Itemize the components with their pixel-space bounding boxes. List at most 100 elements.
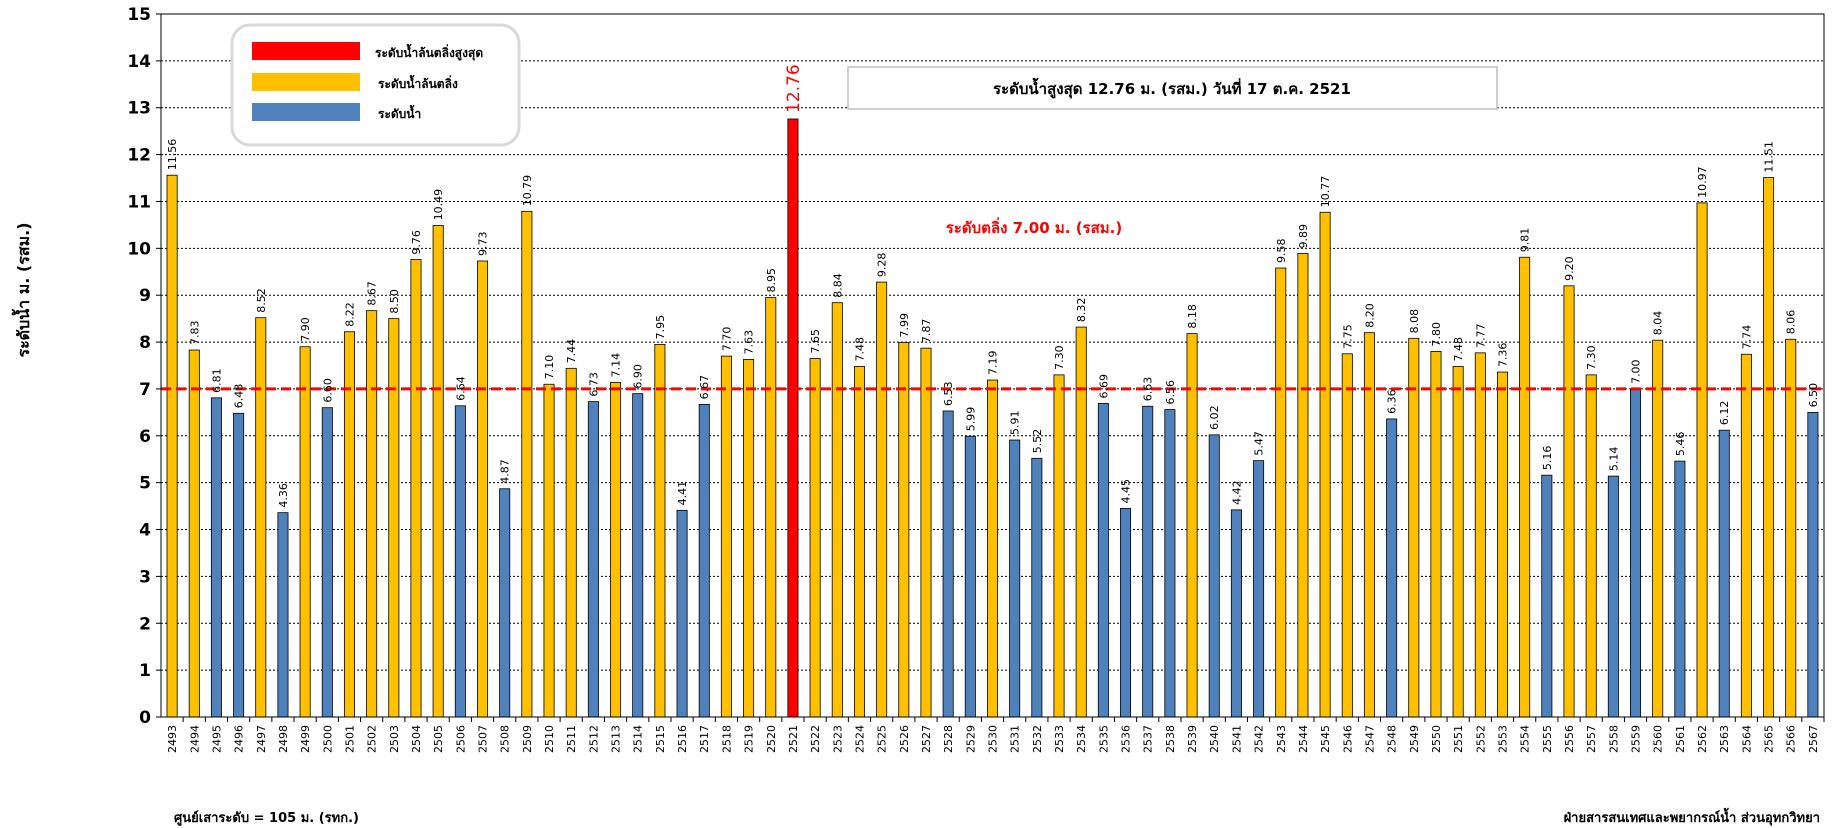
x-tick-label-2498: 2498 [277, 725, 290, 753]
y-tick-label: 6 [139, 427, 151, 447]
bar-2504 [410, 259, 422, 718]
x-tick-label-2514: 2514 [632, 725, 645, 753]
x-tick-label-2561: 2561 [1674, 725, 1687, 753]
data-label-2550: 7.80 [1430, 322, 1443, 347]
bar-2532 [1031, 457, 1043, 718]
x-tick-label-2501: 2501 [343, 725, 356, 753]
bar-2513 [610, 381, 622, 718]
bar-2503 [388, 318, 400, 718]
bar-2537 [1142, 405, 1154, 718]
bar-2558 [1607, 475, 1619, 718]
data-label-2507: 9.73 [477, 231, 490, 256]
data-label-2562: 10.97 [1696, 166, 1709, 198]
bar-2506 [454, 405, 466, 718]
data-label-2506: 6.64 [454, 376, 467, 401]
bar-2543 [1275, 267, 1287, 718]
data-label-2511: 7.44 [565, 339, 578, 364]
bar-2566 [1785, 338, 1797, 718]
data-label-2558: 5.14 [1607, 447, 1620, 472]
bar-2556 [1563, 285, 1575, 718]
x-tick-label-2553: 2553 [1496, 725, 1509, 753]
x-tick-label-2510: 2510 [543, 725, 556, 753]
data-label-2544: 9.89 [1297, 224, 1310, 249]
data-label-2514: 6.90 [632, 364, 645, 389]
bar-2519 [743, 359, 755, 718]
x-tick-label-2526: 2526 [898, 725, 911, 753]
plot-area [160, 13, 1825, 718]
bar-2523 [831, 302, 843, 718]
data-label-2512: 6.73 [587, 372, 600, 397]
bank-level-annotation: ระดับตลิ่ง 7.00 ม. (รสม.) [946, 217, 1122, 237]
x-tick-label-2563: 2563 [1718, 725, 1731, 753]
bar-2528 [942, 410, 954, 718]
data-label-2495: 6.81 [210, 368, 223, 393]
bar-2549 [1408, 337, 1420, 718]
bar-2554 [1519, 256, 1531, 718]
bar-2525 [876, 281, 888, 718]
data-label-2563: 6.12 [1718, 401, 1731, 426]
x-tick-label-2500: 2500 [321, 725, 334, 753]
max-annotation: ระดับน้ำสูงสุด 12.76 ม. (รสม.) วันที่ 17… [847, 66, 1498, 110]
data-label-2552: 7.77 [1474, 323, 1487, 348]
x-tick-label-2499: 2499 [299, 725, 312, 753]
x-tick-label-2565: 2565 [1763, 725, 1776, 753]
max-annotation-text: ระดับน้ำสูงสุด 12.76 ม. (รสม.) วันที่ 17… [993, 77, 1351, 99]
x-tick-label-2519: 2519 [743, 725, 756, 753]
footer-right: ฝ่ายสารสนเทศและพยากรณ์น้ำ ส่วนอุทกวิทยา [1564, 807, 1820, 826]
data-label-2493: 11.56 [166, 139, 179, 171]
x-tick-label-2547: 2547 [1363, 725, 1376, 753]
x-tick-label-2528: 2528 [942, 725, 955, 753]
y-tick-label: 14 [127, 52, 151, 72]
bar-2530 [987, 379, 998, 718]
y-tick-label: 5 [139, 474, 151, 494]
x-tick-label-2567: 2567 [1807, 725, 1820, 753]
x-tick-label-2560: 2560 [1652, 725, 1665, 753]
x-tick-label-2566: 2566 [1785, 725, 1798, 753]
data-label-2529: 5.99 [964, 407, 977, 432]
y-tick-label: 12 [127, 146, 151, 166]
data-label-2555: 5.16 [1541, 446, 1554, 471]
bar-2542 [1253, 460, 1265, 718]
x-tick-label-2505: 2505 [432, 725, 445, 753]
bar-2560 [1652, 339, 1664, 718]
bars [166, 118, 1819, 718]
x-tick-label-2507: 2507 [477, 725, 490, 753]
bar-2536 [1120, 508, 1132, 718]
data-label-2545: 10.77 [1319, 176, 1332, 208]
data-label-2556: 9.20 [1563, 256, 1576, 281]
bar-2509 [521, 210, 533, 718]
bar-2533 [1053, 374, 1065, 718]
x-tick-label-2525: 2525 [876, 725, 889, 753]
bar-2534 [1075, 326, 1087, 718]
data-label-2500: 6.60 [321, 378, 334, 403]
x-tick-label-2545: 2545 [1319, 725, 1332, 753]
x-tick-label-2554: 2554 [1519, 725, 1532, 753]
x-tick-label-2529: 2529 [964, 725, 977, 753]
bar-2548 [1386, 418, 1398, 718]
y-tick-label: 8 [139, 333, 151, 353]
x-tick-label-2557: 2557 [1585, 725, 1598, 753]
bar-2540 [1208, 434, 1220, 718]
data-label-2497: 8.52 [255, 288, 268, 313]
x-tick-label-2533: 2533 [1053, 725, 1066, 753]
legend-label-over: ระดับน้ำล้นตลิ่ง [378, 74, 458, 91]
x-tick-label-2544: 2544 [1297, 725, 1310, 753]
y-tick-label: 7 [139, 380, 151, 400]
legend-swatch-over [252, 73, 360, 91]
bar-2539 [1186, 333, 1198, 718]
bar-2552 [1474, 352, 1486, 718]
x-tick-label-2562: 2562 [1696, 725, 1709, 753]
data-label-2508: 4.87 [499, 459, 512, 484]
x-tick-label-2532: 2532 [1031, 725, 1044, 753]
bar-2496 [233, 412, 245, 718]
x-tick-label-2495: 2495 [210, 725, 223, 753]
data-label-2567: 6.50 [1807, 383, 1820, 408]
data-label-2499: 7.90 [299, 317, 312, 342]
x-tick-label-2521: 2521 [787, 725, 800, 753]
data-label-2557: 7.30 [1585, 345, 1598, 370]
bar-2527 [920, 347, 932, 718]
bar-2531 [1009, 439, 1021, 718]
y-tick-label: 1 [139, 661, 151, 681]
x-tick-label-2541: 2541 [1230, 725, 1243, 753]
bar-2526 [898, 342, 910, 718]
